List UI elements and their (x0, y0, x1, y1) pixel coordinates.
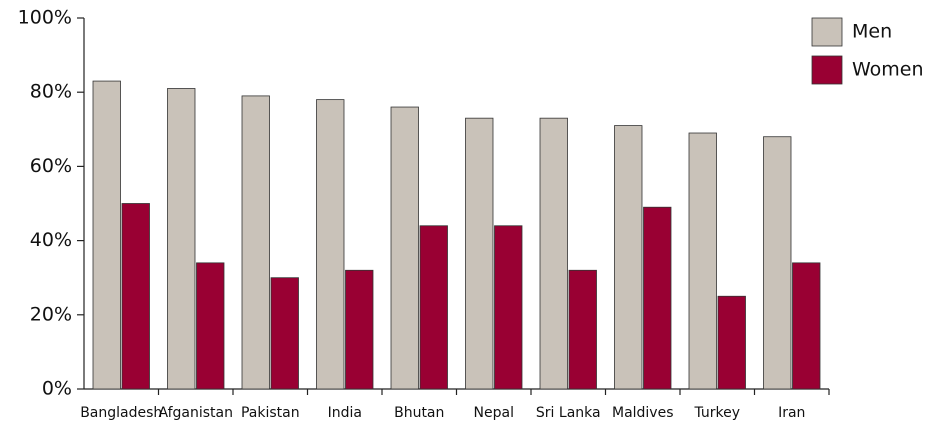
bar (241, 95, 270, 390)
legend-label: Women (852, 59, 924, 81)
bar (717, 295, 746, 390)
bar (390, 106, 419, 390)
x-tick-label: Sri Lanka (536, 405, 601, 421)
legend-label: Men (852, 21, 892, 43)
x-tick-label: Bangladesh (80, 405, 162, 421)
y-tick-label: 20% (30, 303, 72, 325)
bar (270, 277, 299, 390)
bar (494, 225, 523, 390)
x-tick-label: India (328, 405, 362, 421)
bar (196, 262, 225, 390)
bar (316, 99, 345, 390)
bar (763, 136, 792, 390)
y-tick-label: 100% (18, 7, 72, 29)
y-tick-label: 60% (30, 155, 72, 177)
x-tick-label: Afganistan (159, 405, 233, 421)
x-tick-label: Turkey (693, 405, 740, 421)
x-tick-label: Bhutan (394, 405, 444, 421)
y-tick-label: 0% (42, 378, 72, 400)
x-tick-label: Nepal (474, 405, 514, 421)
legend-swatch (811, 17, 843, 47)
bar (643, 206, 672, 390)
y-tick-label: 40% (30, 229, 72, 251)
bar (121, 203, 150, 390)
y-tick-label: 80% (30, 81, 72, 103)
x-tick-label: Pakistan (241, 405, 300, 421)
bar (568, 269, 597, 390)
bar (465, 117, 494, 390)
x-tick-label: Maldives (612, 405, 674, 421)
bar (92, 80, 121, 390)
x-tick-label: Iran (778, 405, 805, 421)
bar (792, 262, 821, 390)
bar (614, 125, 643, 390)
bar (539, 117, 568, 390)
bar (345, 269, 374, 390)
legend-swatch (811, 55, 843, 85)
bar (167, 88, 196, 390)
bar (419, 225, 448, 390)
bar (688, 132, 717, 390)
